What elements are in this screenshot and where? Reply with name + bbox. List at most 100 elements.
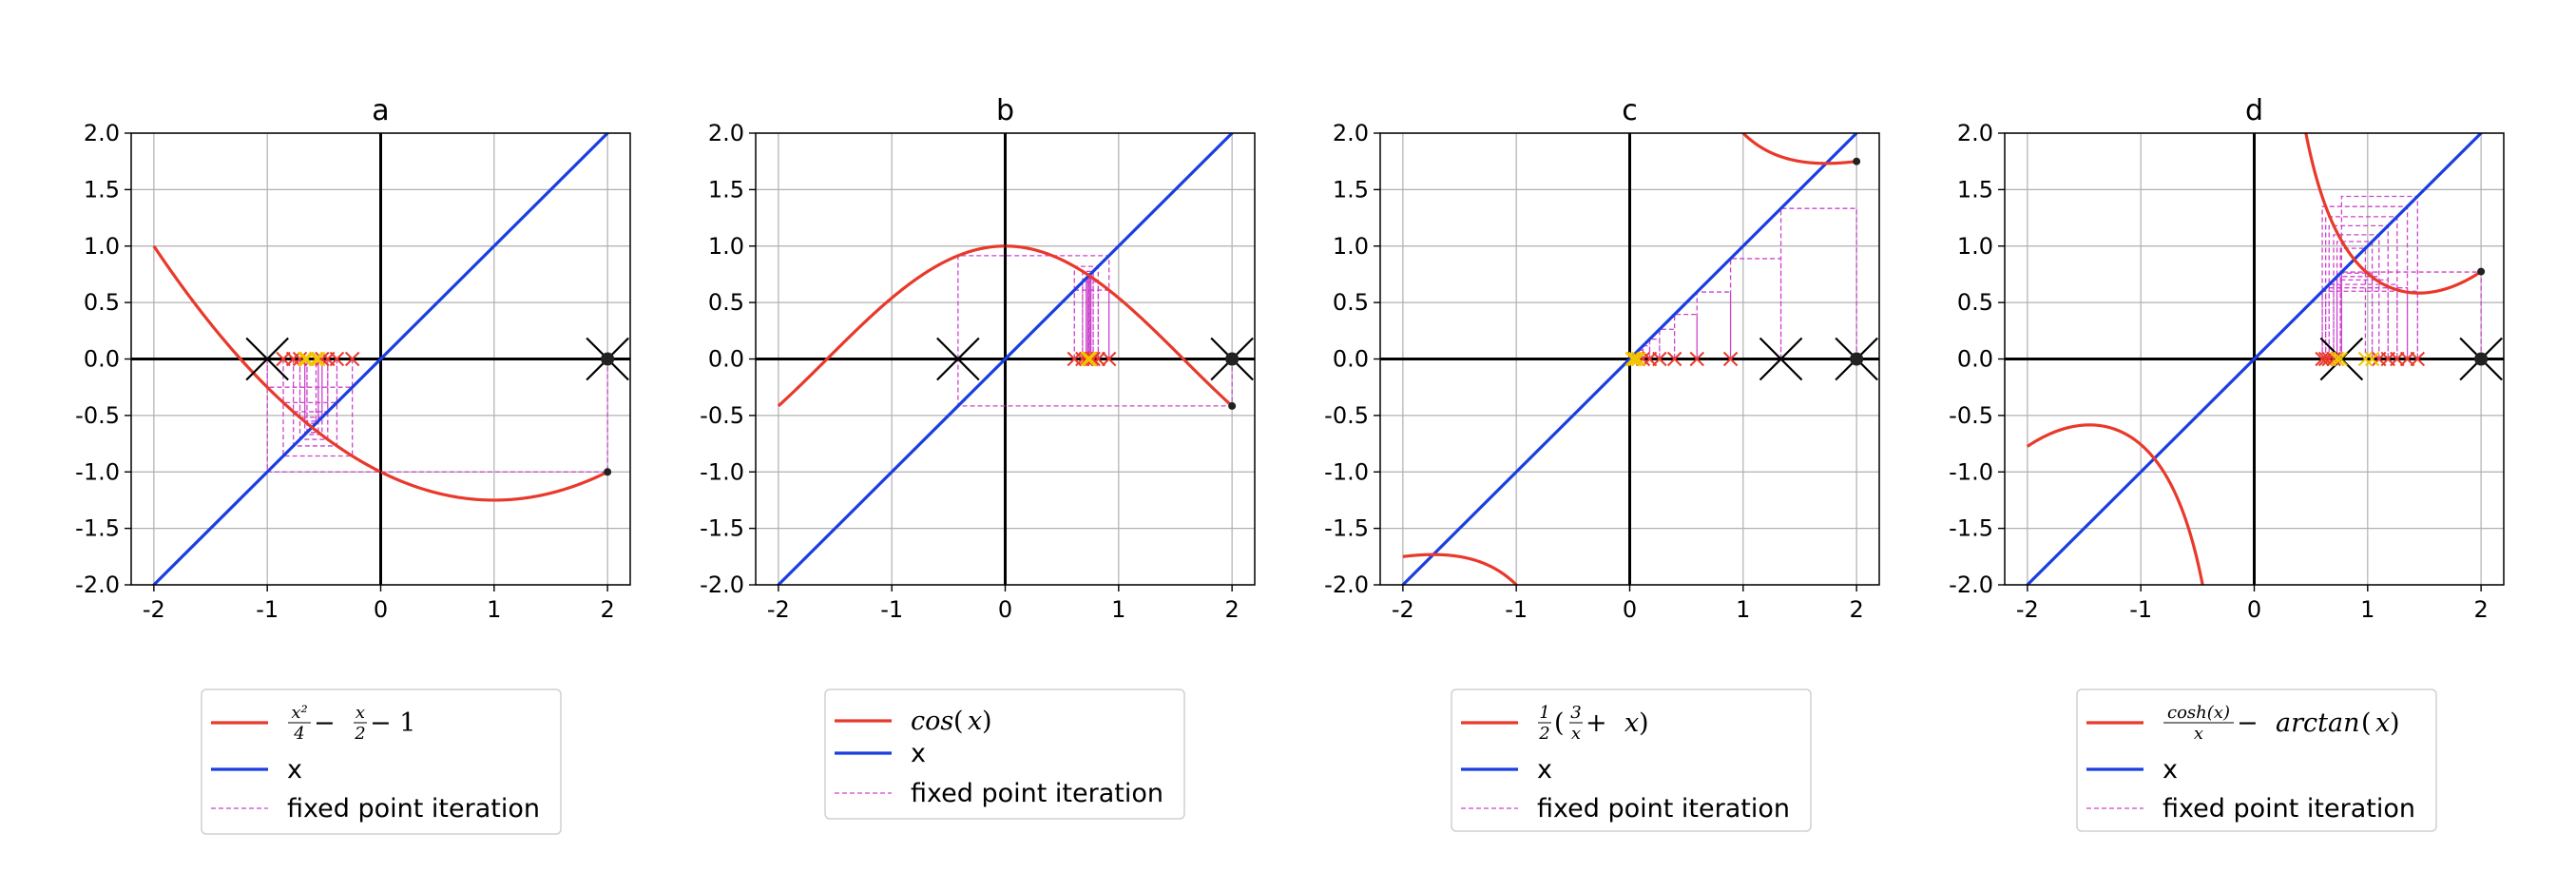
y-tick-label: 1.0 <box>1333 233 1369 260</box>
panel-b: -2 -1 0 1 2 2.0 1.5 1.0 0.5 0.0 -0.5 -1.0 -1.5 -2.0 b c… <box>700 94 1256 820</box>
y-tick-label: -1.5 <box>700 515 744 542</box>
iterate-marker <box>2357 351 2374 367</box>
x-tick-label: -2 <box>767 596 790 623</box>
y-tick-label: 1.5 <box>84 176 120 203</box>
y-tick-label: -1.5 <box>75 515 120 542</box>
panel-title: d <box>2245 94 2263 127</box>
y-tick-label: 2.0 <box>708 120 744 146</box>
y-tick-label: 0.0 <box>1957 346 1993 373</box>
iteration-path <box>2321 195 2482 359</box>
iterate-marker <box>1086 351 1101 367</box>
legend-frac-numerator: x² <box>291 703 307 723</box>
legend-frac-denominator: 2 <box>1538 724 1549 744</box>
y-tick-label: 0.0 <box>84 346 120 373</box>
y-tick-label: 1.5 <box>1333 176 1369 203</box>
iterate-marker <box>2333 351 2348 367</box>
iterate-marker <box>1078 351 1094 367</box>
function-endpoint-dot <box>2477 267 2486 276</box>
iterate-marker <box>311 351 326 367</box>
y-tick-label: 2.0 <box>1957 120 1993 146</box>
legend-identity-label: x <box>1537 755 1552 785</box>
legend-math-text: − <box>314 708 336 738</box>
y-tick-label: -1.5 <box>1949 515 1993 542</box>
legend-frac-denominator: 2 <box>354 724 365 744</box>
x-tick-label: -2 <box>2016 596 2039 623</box>
panel-c: -2 -1 0 1 22.01.51.00.50.0-0.5-1.0-1.5-2.0c1… <box>1324 94 1880 832</box>
iterate-marker <box>936 337 980 381</box>
legend-frac-numerator: 3 <box>1570 703 1581 723</box>
y-tick-label: 0.5 <box>1333 289 1369 316</box>
iterate-marker <box>2364 351 2380 367</box>
legend-frame <box>2076 688 2437 832</box>
function-endpoint-dot <box>1853 157 1861 165</box>
x-tick-label: 1 <box>1736 596 1750 623</box>
iterate-marker <box>1689 351 1704 367</box>
iteration-cobweb <box>266 359 608 473</box>
plot-area <box>776 133 1235 585</box>
iterate-marker <box>344 351 360 367</box>
legend-identity-label: x <box>287 755 302 785</box>
y-tick-label: 0.5 <box>84 289 120 316</box>
iterate-marker <box>292 351 308 367</box>
legend-identity-label: x <box>911 739 926 768</box>
legend-iteration-label: fixed point iteration <box>2163 794 2415 824</box>
legend-math-text: ) <box>2390 708 2400 738</box>
iteration-cobweb <box>2321 195 2482 359</box>
y-tick-label: 0.5 <box>1957 289 1993 316</box>
panel-a: -2 -1 0 1 2 2.0 1.5 1.0 0.5 0.0 -0.5 -1.0 -1.5 -2.0 a x… <box>75 94 631 835</box>
identity-line <box>1400 133 1859 585</box>
legend-math-italic: cos <box>911 707 953 736</box>
legend-math-text: − 1 <box>370 708 415 738</box>
panel-title: c <box>1622 94 1638 127</box>
y-tick-label: 0.5 <box>708 289 744 316</box>
iterate-marker <box>1082 351 1097 367</box>
iterate-marker <box>1624 351 1640 367</box>
legend-math-text: ) <box>982 707 992 736</box>
y-tick-label: 2.0 <box>1333 120 1369 146</box>
legend-math-text: ( <box>953 707 964 736</box>
start-dot <box>1850 352 1864 366</box>
y-tick-label: 1.0 <box>708 233 744 260</box>
identity-line <box>776 133 1235 585</box>
y-tick-label: 1.0 <box>1957 233 1993 260</box>
function-curve <box>1402 133 1857 585</box>
plot-area <box>151 133 610 585</box>
iterate-marker <box>297 351 313 367</box>
function-curve <box>152 244 608 502</box>
y-tick-label: 1.0 <box>84 233 120 260</box>
function-endpoint-dot <box>604 468 612 476</box>
legend-iteration-label: fixed point iteration <box>287 794 540 824</box>
y-tick-label: 0.0 <box>1333 346 1369 373</box>
y-tick-label: -1.5 <box>1324 515 1369 542</box>
legend-math-text: ( <box>2361 708 2372 738</box>
x-tick-label: -2 <box>1392 596 1414 623</box>
plot-area <box>1400 133 1859 585</box>
iterate-marker <box>1666 351 1682 367</box>
legend-frac-denominator: 4 <box>293 724 304 744</box>
identity-line <box>2025 133 2484 585</box>
y-tick-label: -1.0 <box>75 458 120 485</box>
y-tick-label: -2.0 <box>700 572 744 598</box>
y-tick-label: -1.0 <box>1949 458 1993 485</box>
legend-math-text: ) <box>1639 708 1649 738</box>
iteration-cobweb <box>1631 207 1857 359</box>
x-tick-label: 0 <box>998 596 1012 623</box>
iterate-markers <box>2315 337 2503 381</box>
legend-math-text: ( <box>1554 708 1565 738</box>
x-tick-label: -1 <box>2129 596 2152 623</box>
x-tick-label: 1 <box>487 596 501 623</box>
y-tick-label: -1.0 <box>1324 458 1369 485</box>
legend-identity-label: x <box>2163 755 2178 785</box>
y-tick-label: -0.5 <box>700 402 744 429</box>
iterate-marker <box>1722 351 1739 367</box>
y-tick-label: -0.5 <box>1949 402 1993 429</box>
legend-math-italic: x <box>968 707 982 736</box>
x-tick-label: -1 <box>256 596 279 623</box>
iterate-marker <box>1627 351 1644 367</box>
y-tick-label: 1.5 <box>708 176 744 203</box>
iterate-marker <box>315 351 330 367</box>
start-dot <box>1225 352 1240 366</box>
legend-frac-numerator: x <box>356 703 365 723</box>
